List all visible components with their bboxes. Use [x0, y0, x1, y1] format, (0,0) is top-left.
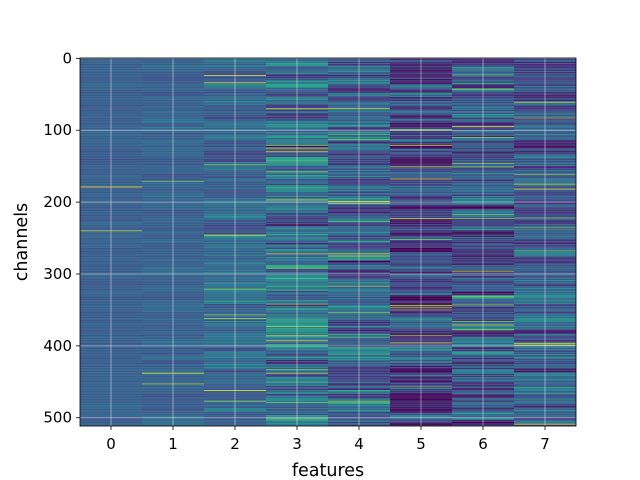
x-tick-label-2: 2 — [230, 435, 240, 453]
y-axis-ticks: 0 100 200 300 400 500 — [43, 49, 80, 427]
y-tick-label-0: 0 — [62, 49, 72, 67]
x-axis-ticks: 0 1 2 3 4 5 6 7 — [106, 426, 550, 453]
y-tick-label-300: 300 — [43, 265, 72, 283]
grid-lines — [80, 57, 576, 426]
y-axis-label: channels — [12, 203, 32, 281]
x-tick-label-3: 3 — [292, 435, 302, 453]
y-tick-label-500: 500 — [43, 409, 72, 427]
x-tick-label-7: 7 — [540, 435, 550, 453]
y-tick-label-200: 200 — [43, 193, 72, 211]
x-tick-label-6: 6 — [478, 435, 488, 453]
x-tick-label-0: 0 — [106, 435, 116, 453]
y-tick-label-400: 400 — [43, 337, 72, 355]
plot-frame — [79, 57, 577, 427]
x-tick-label-5: 5 — [416, 435, 426, 453]
x-axis-label: features — [292, 461, 364, 480]
heatmap-cells — [80, 58, 576, 427]
x-tick-label-1: 1 — [168, 435, 178, 453]
y-tick-label-100: 100 — [43, 121, 72, 139]
x-tick-label-4: 4 — [354, 435, 364, 453]
